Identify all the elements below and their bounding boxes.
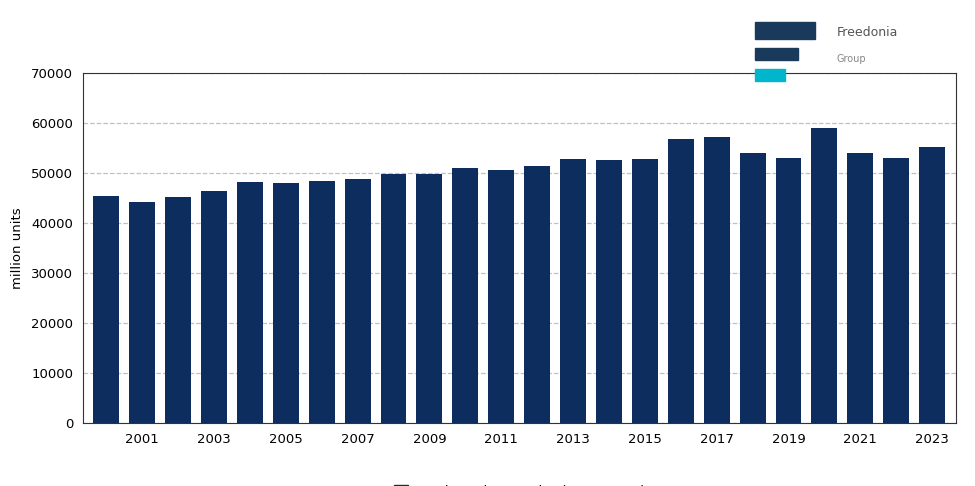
Bar — [165, 197, 191, 423]
Bar — [345, 179, 370, 423]
Bar — [740, 154, 765, 423]
Bar — [775, 158, 801, 423]
Bar — [525, 166, 550, 423]
FancyBboxPatch shape — [755, 22, 815, 39]
Bar — [380, 174, 407, 423]
Text: Group: Group — [837, 54, 866, 64]
Bar — [416, 174, 443, 423]
Bar — [704, 137, 729, 423]
Bar — [201, 191, 227, 423]
FancyBboxPatch shape — [755, 48, 798, 60]
Bar — [452, 168, 479, 423]
Bar — [273, 183, 298, 423]
Bar — [919, 147, 945, 423]
Bar — [632, 159, 658, 423]
Bar — [130, 202, 155, 423]
Bar — [94, 196, 119, 423]
Bar — [883, 158, 909, 423]
Y-axis label: million units: million units — [11, 207, 24, 289]
Bar — [560, 159, 586, 423]
Bar — [847, 154, 874, 423]
Bar — [488, 171, 514, 423]
Bar — [596, 160, 622, 423]
Text: Freedonia: Freedonia — [837, 26, 898, 39]
Bar — [237, 182, 263, 423]
Bar — [668, 139, 694, 423]
Bar — [309, 181, 334, 423]
Bar — [811, 128, 838, 423]
FancyBboxPatch shape — [755, 69, 785, 81]
